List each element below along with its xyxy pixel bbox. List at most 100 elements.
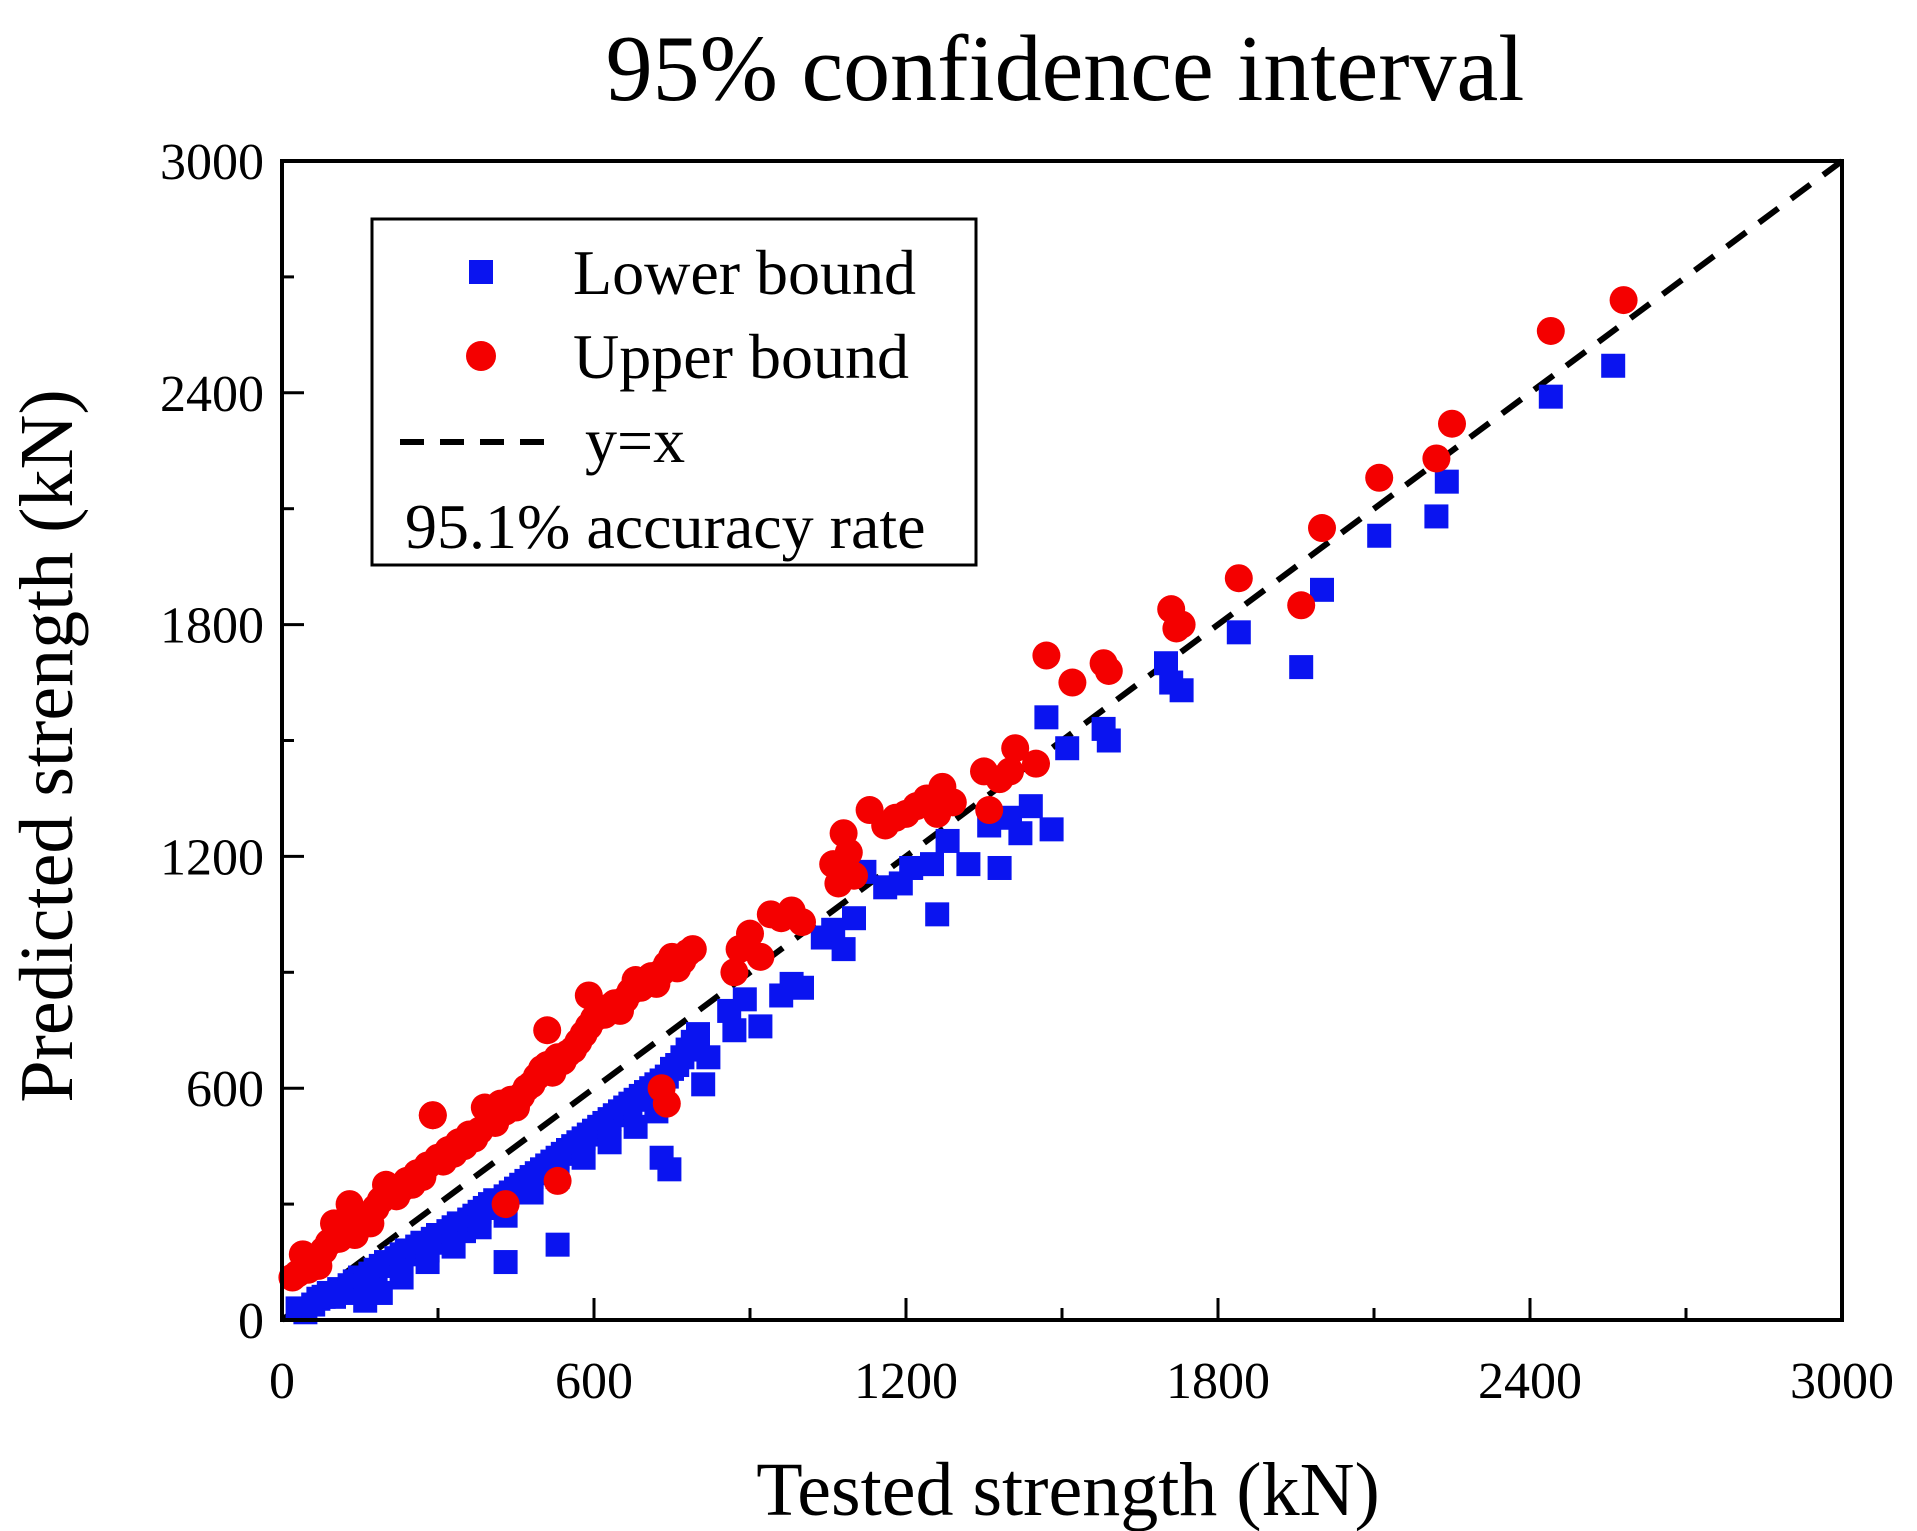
lower-bound-point (1008, 821, 1033, 846)
upper-bound-point (1001, 734, 1030, 763)
legend-marker-lower-bound (469, 260, 493, 284)
lower-bound-point (415, 1250, 440, 1275)
lower-bound-point (696, 1045, 721, 1070)
x-tick-label: 3000 (1790, 1353, 1894, 1410)
upper-bound-point (491, 1190, 520, 1219)
upper-bound-point (574, 981, 603, 1010)
upper-bound-point (840, 861, 868, 890)
lower-bound-point (657, 1157, 682, 1182)
upper-bound-point (1287, 591, 1316, 620)
tick-labels: 0 600 1200 1800 2400 3000 0 600 1200 1800 2400 3000 (160, 134, 1894, 1410)
x-tick-label: 2400 (1478, 1353, 1582, 1410)
upper-bound-point (720, 958, 749, 987)
upper-bound-point (1536, 316, 1565, 345)
lower-bound-point (987, 855, 1012, 880)
y-axis-label: Predicted strength (kN) (5, 389, 89, 1102)
lower-bound-point (1424, 504, 1449, 529)
upper-bound-point (1224, 564, 1253, 593)
lower-bound-point (732, 987, 757, 1012)
upper-bound-point (746, 942, 775, 971)
y-tick-label: 600 (186, 1061, 264, 1118)
legend: Lower bound Upper bound y=x 95.1% accura… (370, 217, 978, 567)
upper-bound-point (736, 919, 764, 948)
lower-bound-point (545, 1232, 570, 1257)
lower-bound-point (1034, 705, 1059, 730)
lower-bound-point (842, 906, 866, 931)
lower-bound-point (1226, 620, 1251, 645)
upper-bound-point (418, 1101, 447, 1130)
lower-bound-point (1055, 736, 1080, 761)
upper-bound-point (975, 796, 1004, 825)
upper-bound-point (788, 908, 816, 937)
lower-bound-point (831, 937, 856, 962)
lower-bound-point (899, 855, 924, 880)
lower-bound-point (686, 1022, 710, 1047)
upper-bound-point (1308, 514, 1336, 543)
lower-bound-point (1367, 523, 1392, 548)
lower-bound-point (1434, 469, 1459, 494)
lower-bound-point (467, 1215, 492, 1240)
upper-bound-point (1438, 409, 1466, 438)
y-tick-label: 0 (238, 1293, 264, 1350)
plot-frame (280, 159, 1844, 1322)
legend-annotation-accuracy: 95.1% accuracy rate (405, 491, 926, 562)
upper-bound-point (834, 838, 863, 867)
upper-bound-point (543, 1166, 572, 1195)
lower-bound-point (1310, 577, 1334, 602)
y-tick-label: 1800 (160, 598, 264, 655)
x-tick-label: 600 (555, 1353, 633, 1410)
lower-bound-point (748, 1014, 773, 1039)
lower-bound-point (722, 1018, 747, 1043)
lower-bound-point (935, 828, 960, 853)
lower-bound-point (597, 1130, 622, 1155)
upper-bound-point (1609, 286, 1638, 315)
upper-bound-point (621, 966, 650, 995)
y-tick-label: 2400 (160, 366, 264, 423)
lower-bound-point (920, 852, 944, 877)
upper-bound-point (1058, 668, 1087, 697)
lower-bound-point (1096, 728, 1121, 753)
upper-bound-point (938, 788, 967, 817)
upper-bound-point (1022, 749, 1050, 778)
upper-bound-point (1422, 444, 1451, 473)
lower-bound-point (790, 975, 814, 1000)
upper-bound-point (1167, 610, 1196, 639)
upper-bound-point (996, 757, 1024, 786)
upper-bound-point (533, 1016, 562, 1045)
lower-bound-point (493, 1250, 518, 1275)
lower-bound-point (1039, 817, 1064, 842)
lower-bound-point (389, 1265, 414, 1290)
x-tick-label: 0 (269, 1353, 295, 1410)
upper-bound-point (652, 1089, 681, 1118)
x-tick-label: 1800 (1166, 1353, 1270, 1410)
legend-marker-upper-bound (466, 341, 496, 371)
plot-area (278, 158, 1844, 1325)
upper-bound-point (1094, 656, 1123, 685)
upper-bound-point (1032, 641, 1061, 670)
upper-bound-point (1365, 463, 1394, 492)
lower-bound-point (1289, 655, 1314, 680)
lower-bound-point (925, 902, 950, 927)
y-tick-label: 1200 (160, 829, 264, 886)
legend-label-identity-line: y=x (585, 405, 685, 476)
upper-bound-points (278, 286, 1638, 1292)
lower-bound-point (1018, 794, 1043, 819)
x-tick-label: 1200 (854, 1353, 958, 1410)
lower-bound-point (1601, 353, 1626, 378)
lower-bound-point (1538, 384, 1563, 409)
upper-bound-point (678, 935, 707, 964)
lower-bound-point (623, 1114, 648, 1139)
lower-bound-point (691, 1072, 716, 1097)
lower-bound-point (956, 852, 981, 877)
legend-label-upper-bound: Upper bound (573, 321, 909, 392)
chart-title: 95% confidence interval (606, 17, 1525, 121)
lower-bound-point (368, 1280, 393, 1305)
lower-bound-point (1169, 678, 1194, 703)
lower-bound-points (285, 353, 1626, 1325)
lower-bound-point (519, 1180, 544, 1205)
lower-bound-point (571, 1145, 596, 1170)
y-tick-label: 3000 (160, 134, 264, 191)
lower-bound-point (441, 1234, 466, 1259)
